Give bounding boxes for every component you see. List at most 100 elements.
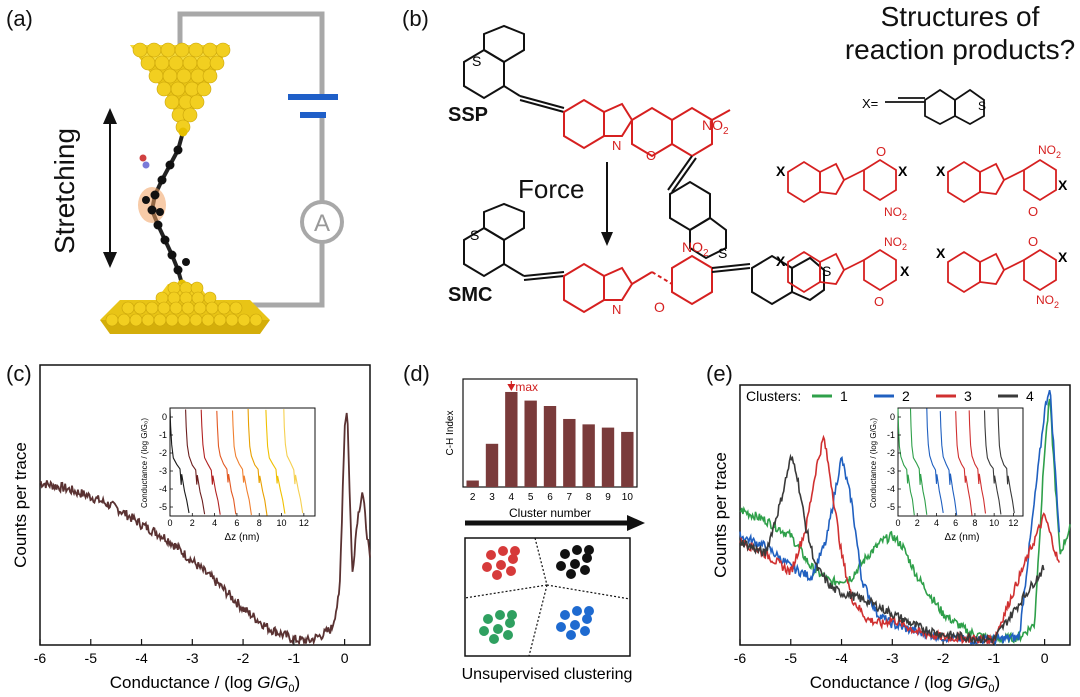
inset-x-tick-label: 0 (895, 518, 900, 528)
red-cluster-point (496, 560, 506, 570)
panel-c-label: (c) (6, 361, 32, 386)
ammeter-icon (300, 200, 344, 244)
question-heading: Structures of reaction products? (840, 0, 1080, 66)
bar-10 (621, 431, 634, 487)
inset-trace-1 (169, 409, 190, 514)
inset-y-tick-label: -3 (159, 466, 167, 476)
inset-x-tick-label: 0 (167, 518, 172, 528)
inset-y-tick-label: -2 (159, 448, 167, 458)
panel-d: (d) 2 3 4 5 6 7 8 9 10 C-H Index Cluster number … (395, 355, 685, 697)
x-tick-label: 3 (489, 492, 495, 503)
x-tick-label: -6 (734, 650, 747, 666)
inset-x-tick-label: 6 (234, 518, 239, 528)
series-line-4 (739, 453, 1045, 645)
panel-a: (a) A (0, 0, 400, 340)
red-cluster-point (506, 566, 516, 576)
svg-text:NO2: NO2 (1036, 293, 1059, 310)
ssp-oxygen: O (646, 148, 656, 163)
x-tick-label: 0 (1041, 650, 1049, 666)
svg-text:X: X (900, 263, 910, 279)
svg-text:X: X (776, 163, 786, 179)
max-label: max (515, 380, 538, 394)
svg-text:X: X (1058, 177, 1068, 193)
inset-x-tick-label: 10 (989, 518, 999, 528)
smc-right-sulfur: S (822, 263, 831, 279)
y-axis-label-e: Counts per trace (711, 452, 730, 578)
x-tick-label: 7 (567, 492, 573, 503)
svg-text:X: X (776, 253, 786, 269)
inset-trace-7 (983, 410, 1002, 515)
inset-trace-4 (939, 411, 958, 516)
ammeter-label: A (314, 210, 330, 237)
molecule (138, 127, 190, 289)
inset-trace-3 (200, 409, 221, 515)
inset-trace-7 (265, 409, 286, 514)
blue-cluster-point (560, 610, 570, 620)
x-tick-label: 5 (528, 492, 534, 503)
x-tick-label: -2 (237, 650, 250, 666)
x-tick-label: 10 (622, 492, 634, 503)
inset-y-tick-label: -5 (159, 502, 167, 512)
svg-text:O: O (874, 294, 884, 309)
x-tick-label: -4 (135, 650, 148, 666)
svg-text:X: X (1058, 249, 1068, 265)
inset-x-label-c: Δz (nm) (224, 532, 259, 543)
ssp-label: SSP (448, 104, 489, 126)
max-marker: max (507, 380, 538, 394)
question-line-2: reaction products? (844, 34, 1076, 65)
inset-y-tick-label: 0 (890, 412, 895, 422)
x-tick-label: 6 (547, 492, 553, 503)
inset-trace-1 (897, 408, 915, 516)
ssp-sulfur: S (472, 53, 481, 69)
panel-c: (c) -6 -5 -4 -3 -2 -1 0 Counts per trace Condu… (0, 355, 380, 697)
bar-5 (524, 400, 537, 487)
bar-4 (505, 391, 518, 487)
inset-x-tick-label: 10 (277, 518, 287, 528)
x-tick-label: -3 (186, 650, 199, 666)
inset-x-tick-label: 12 (299, 518, 309, 528)
green-cluster-point (507, 610, 517, 620)
black-cluster-point (580, 565, 590, 575)
x-tick-label: -5 (85, 650, 98, 666)
blue-cluster-point (556, 622, 566, 632)
x-ticks-c: -6 -5 -4 -3 -2 -1 0 (34, 639, 349, 666)
smc-nitrogen: N (612, 302, 621, 317)
stretching-label: Stretching (49, 127, 80, 255)
black-cluster-point (566, 569, 576, 579)
plot-frame-e (739, 384, 1071, 646)
x-substituent (885, 88, 985, 126)
inset-y-tick-label: -5 (887, 502, 895, 512)
inset-y-tick-label: -4 (887, 484, 895, 494)
series-lines-e (739, 390, 1071, 647)
blue-cluster-point (582, 614, 592, 624)
inset-x-tick-label: 4 (212, 518, 217, 528)
red-cluster-point (498, 546, 508, 556)
smc-nitro: NO2 (682, 239, 709, 259)
junction-illustration: A (100, 11, 344, 334)
panel-a-label: (a) (6, 6, 33, 31)
legend-label-4: 4 (1026, 388, 1034, 404)
inset-x-tick-label: 2 (190, 518, 195, 528)
product-structure-4: X X O NO2 (936, 234, 1068, 310)
inset-trace-6 (968, 410, 987, 514)
red-cluster-point (492, 570, 502, 580)
svg-text:O: O (1028, 234, 1038, 249)
green-cluster-point (503, 630, 513, 640)
x-tick-label: 4 (509, 492, 515, 503)
smc-merocyanine-core (563, 254, 713, 314)
top-gold-tip (130, 42, 231, 135)
svg-text:X: X (936, 245, 946, 261)
product-structure-3: X X NO2 O (776, 235, 910, 309)
panel-e-label: (e) (706, 361, 733, 386)
panel-b: (b) Structures of reaction products? SSP… (400, 0, 1080, 340)
bars-d (466, 391, 634, 487)
bar-2 (466, 480, 479, 487)
x-ticks-e: -6 -5 -4 -3 -2 -1 0 (734, 639, 1049, 666)
inset-x-label-e: Δz (nm) (944, 532, 979, 543)
bar-6 (543, 406, 557, 487)
inset-trace-8 (283, 409, 304, 514)
inset-e: 0 2 4 6 8 10 12 0 -1 -2 -3 -4 -5 Conductance / (log … (869, 407, 1024, 543)
smc-sulfur: S (470, 227, 479, 243)
green-cluster-point (489, 634, 499, 644)
inset-y-tick-label: -1 (159, 430, 167, 440)
